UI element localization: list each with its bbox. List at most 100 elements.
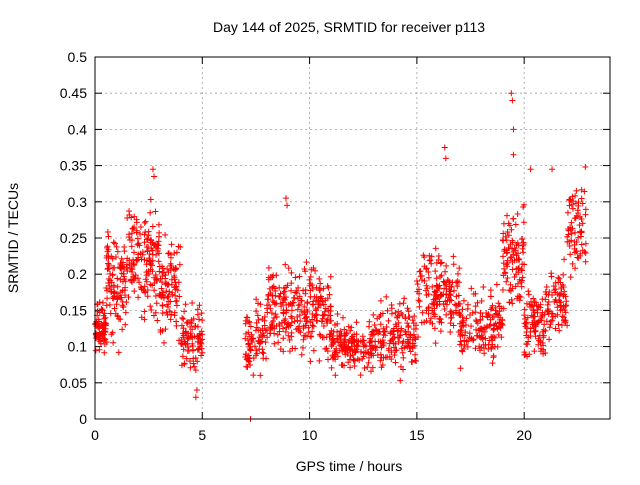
data-point	[512, 221, 519, 228]
data-point	[275, 339, 282, 346]
data-point	[312, 267, 319, 274]
data-point	[405, 328, 412, 335]
data-point	[166, 308, 173, 315]
data-point	[333, 345, 340, 352]
data-point	[552, 325, 559, 332]
data-point	[166, 288, 173, 295]
data-point	[294, 295, 301, 302]
data-point	[284, 321, 291, 328]
data-point	[528, 312, 535, 319]
data-point	[284, 202, 291, 209]
data-point	[103, 339, 110, 346]
data-point	[428, 253, 435, 260]
data-point	[163, 309, 170, 316]
data-point	[108, 279, 115, 286]
data-point	[427, 257, 434, 264]
data-point	[184, 336, 191, 343]
data-point	[191, 363, 198, 370]
data-point	[104, 248, 111, 255]
data-point	[320, 285, 327, 292]
data-point	[402, 315, 409, 322]
data-point	[497, 325, 504, 332]
data-point	[476, 347, 483, 354]
data-point	[367, 335, 374, 342]
data-point	[122, 321, 129, 328]
data-point	[194, 358, 201, 365]
data-point	[572, 229, 579, 236]
data-point	[298, 297, 305, 304]
data-point	[245, 329, 252, 336]
data-point	[247, 347, 254, 354]
data-point	[282, 195, 289, 202]
data-point	[385, 347, 392, 354]
data-point	[309, 311, 316, 318]
data-point	[178, 322, 185, 329]
data-point	[197, 340, 204, 347]
data-point	[179, 330, 186, 337]
data-point	[503, 278, 510, 285]
data-point	[411, 313, 418, 320]
data-point	[326, 330, 333, 337]
data-point	[582, 249, 589, 256]
data-point	[194, 306, 201, 313]
data-point	[163, 288, 170, 295]
data-point	[447, 329, 454, 336]
x-tick-label: 0	[91, 427, 99, 443]
data-point	[578, 195, 585, 202]
data-point	[150, 312, 157, 319]
data-point	[448, 297, 455, 304]
data-point	[368, 368, 375, 375]
data-point	[456, 265, 463, 272]
data-point	[285, 332, 292, 339]
data-point	[372, 347, 379, 354]
data-point	[401, 295, 408, 302]
data-point	[392, 321, 399, 328]
data-point	[491, 343, 498, 350]
data-point	[103, 302, 110, 309]
data-point	[502, 270, 509, 277]
data-point	[525, 288, 532, 295]
data-point	[382, 354, 389, 361]
y-tick-label: 0.45	[60, 85, 87, 101]
data-point	[274, 331, 281, 338]
data-point	[535, 341, 542, 348]
data-point	[192, 354, 199, 361]
data-point	[543, 284, 550, 291]
data-point	[564, 322, 571, 329]
data-point	[118, 262, 125, 269]
data-point	[98, 331, 105, 338]
data-point	[395, 327, 402, 334]
data-point	[122, 309, 129, 316]
data-point	[542, 296, 549, 303]
data-point	[197, 339, 204, 346]
data-point	[145, 244, 152, 251]
data-point	[253, 296, 260, 303]
data-point	[513, 271, 520, 278]
data-point	[462, 322, 469, 329]
data-point	[472, 345, 479, 352]
data-point	[575, 234, 582, 241]
data-point	[183, 355, 190, 362]
data-point	[246, 333, 253, 340]
data-point	[480, 284, 487, 291]
data-point	[400, 354, 407, 361]
data-point	[412, 351, 419, 358]
data-point	[324, 348, 331, 355]
data-point	[520, 241, 527, 248]
data-point	[412, 336, 419, 343]
data-point	[273, 272, 280, 279]
data-point	[104, 287, 111, 294]
data-point	[92, 335, 99, 342]
data-point	[415, 334, 422, 341]
data-point	[514, 210, 521, 217]
data-point	[535, 337, 542, 344]
data-point	[577, 233, 584, 240]
data-point	[325, 312, 332, 319]
data-point	[262, 327, 269, 334]
data-point	[468, 323, 475, 330]
data-point	[447, 292, 454, 299]
data-point	[95, 323, 102, 330]
data-point	[172, 286, 179, 293]
data-point	[498, 334, 505, 341]
data-point	[285, 265, 292, 272]
